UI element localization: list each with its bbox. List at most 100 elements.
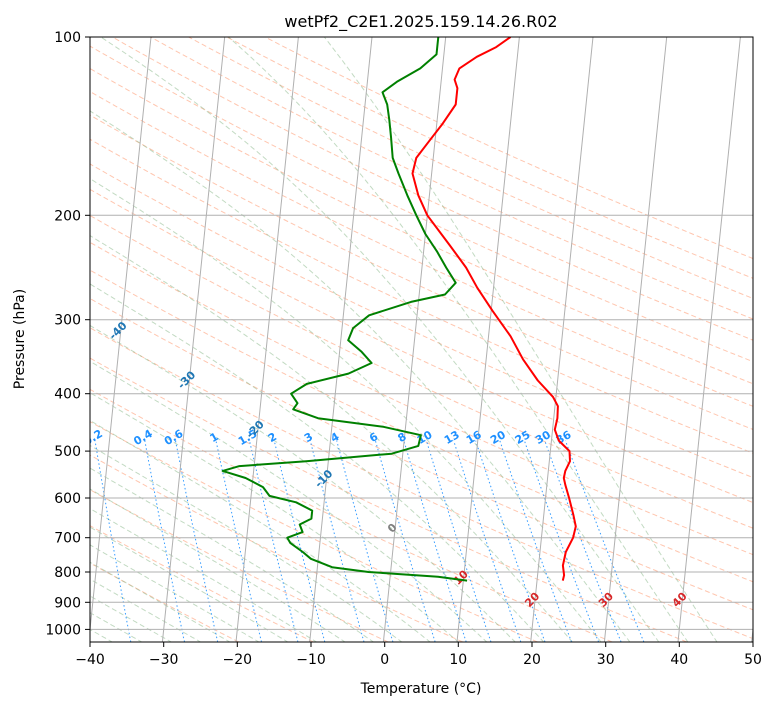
isotherm-line (751, 624, 753, 642)
isotherm-label: -50 (38, 270, 61, 293)
x-tick-label: 10 (449, 652, 467, 668)
isotherm-line (0, 37, 4, 642)
y-tick-label: 600 (54, 491, 81, 507)
mixing-ratio-line (249, 440, 299, 642)
moist-adiabat-line (90, 507, 318, 642)
isotherm-line (161, 37, 226, 642)
moist-adiabat-line (90, 360, 488, 642)
y-axis-label: Pressure (hPa) (12, 289, 28, 389)
mixing-ratio-line (273, 440, 326, 642)
isotherm-label: -30 (175, 368, 198, 391)
isotherm-label: 30 (596, 590, 616, 610)
mixing-ratio-label: 0.6 (162, 427, 186, 448)
mixing-ratio-line (564, 440, 645, 642)
dry-adiabat-line (90, 489, 389, 642)
dry-adiabat-line (90, 68, 753, 385)
dry-adiabat-line (90, 114, 753, 430)
moist-adiabat-line (90, 392, 460, 642)
mixing-ratio-line (374, 440, 436, 642)
moist-adiabat-line (90, 178, 602, 642)
y-tick-label: 300 (54, 313, 81, 329)
dry-adiabat-line (90, 214, 753, 529)
dry-adiabat-line (90, 188, 753, 504)
isotherm-line (309, 37, 373, 642)
mixing-ratio-line (544, 440, 622, 642)
mixing-ratio-label: 0.4 (131, 427, 155, 448)
chart-title: wetPf2_C2E1.2025.159.14.26.R02 (284, 12, 557, 32)
isotherm-line (90, 37, 152, 635)
dry-adiabat-line (90, 454, 464, 642)
mixing-ratio-label: 13 (442, 428, 462, 447)
mixing-ratio-line (475, 440, 546, 642)
mixing-ratio-line (309, 440, 365, 642)
y-tick-label: 800 (54, 565, 81, 581)
x-tick-label: −40 (75, 652, 105, 668)
mixing-ratio-line (425, 440, 492, 642)
mixing-ratio-label: 3 (302, 430, 315, 445)
isotherm-line (603, 37, 668, 642)
x-tick-label: 0 (380, 652, 389, 668)
moist-adiabat-line (99, 37, 660, 642)
isotherm-label: -40 (106, 319, 129, 342)
dry-adiabat-line (90, 163, 753, 479)
moist-adiabat-line (90, 526, 289, 642)
x-tick-label: 40 (670, 652, 688, 668)
dry-adiabat-line (90, 357, 688, 642)
moist-adiabat-line (323, 37, 718, 642)
mixing-ratio-label: 25 (513, 428, 533, 447)
y-tick-label: 100 (54, 30, 81, 46)
isotherm-line (530, 37, 594, 642)
y-tick-label: 900 (54, 595, 81, 611)
moist-adiabat-line (90, 419, 431, 642)
dry-adiabat-line (90, 138, 753, 454)
mixing-ratio-line (94, 440, 132, 642)
mixing-ratio-label: 2 (266, 430, 279, 445)
dry-adiabat-line (149, 37, 753, 320)
moist-adiabat-line (90, 235, 573, 642)
x-tick-label: 20 (523, 652, 541, 668)
mixing-ratio-line (523, 440, 600, 642)
dry-adiabat-line (90, 562, 239, 642)
dry-adiabat-line (90, 45, 753, 363)
moist-adiabat-line (90, 283, 545, 642)
dry-adiabat-line (90, 269, 753, 583)
mixing-ratio-line (215, 440, 262, 642)
y-tick-label: 1000 (45, 622, 81, 638)
plot-frame (89, 36, 754, 643)
moist-adiabat-line (90, 110, 631, 642)
y-tick-label: 400 (54, 387, 81, 403)
mixing-ratio-label: 6 (367, 430, 380, 445)
dewpoint-profile-line (221, 37, 468, 582)
moist-adiabat-line (90, 467, 375, 642)
moist-adiabat-line (227, 37, 689, 642)
isotherm-line (235, 37, 299, 642)
moist-adiabat-line (90, 578, 202, 642)
isotherm-label: -10 (312, 467, 335, 490)
y-tick-label: 500 (54, 444, 81, 460)
dry-adiabat-line (90, 297, 753, 611)
dry-adiabat-line (90, 388, 613, 642)
isotherm-label: 10 (451, 567, 471, 587)
x-tick-label: −20 (223, 652, 253, 668)
dry-adiabat-line (90, 421, 538, 642)
dry-adiabat-line (90, 525, 314, 642)
moist-adiabat-line (90, 544, 260, 642)
mixing-ratio-label: 1 (208, 430, 221, 445)
mixing-ratio-line (175, 440, 219, 642)
y-tick-label: 200 (54, 208, 81, 224)
mixing-ratio-label: 16 (464, 428, 484, 447)
isotherm-label: 40 (670, 590, 690, 610)
temperature-profile-line (411, 37, 577, 581)
dry-adiabat-line (90, 327, 753, 640)
isotherm-line (677, 37, 741, 642)
y-tick-label: 700 (54, 531, 81, 547)
mixing-ratio-line (499, 440, 572, 642)
moist-adiabat-line (90, 324, 516, 642)
mixing-ratio-line (144, 440, 185, 642)
x-axis-label: Temperature (°C) (360, 681, 482, 697)
x-tick-label: 50 (744, 652, 762, 668)
x-tick-label: −30 (149, 652, 179, 668)
mixing-ratio-line (453, 440, 522, 642)
isotherm-line (456, 37, 520, 642)
